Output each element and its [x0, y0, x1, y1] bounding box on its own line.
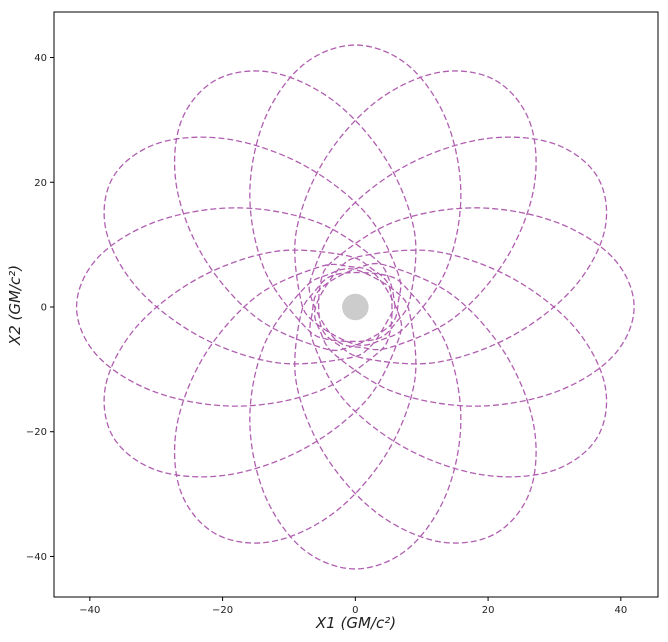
- y-tick-label: −40: [26, 552, 47, 563]
- y-tick-label: 20: [34, 178, 47, 189]
- orbit-line: [75, 44, 635, 570]
- x-tick-label: 20: [482, 605, 495, 616]
- y-tick-label: 0: [41, 302, 47, 313]
- x-tick-label: 40: [614, 605, 627, 616]
- x-tick-label: −20: [212, 605, 233, 616]
- y-tick-label: 40: [34, 53, 47, 64]
- x-tick-label: 0: [352, 605, 358, 616]
- y-tick-label: −20: [26, 427, 47, 438]
- center-disk: [342, 293, 369, 321]
- x-axis-label: X1 (GM/c²): [315, 614, 396, 632]
- y-axis-label: X2 (GM/c²): [6, 265, 24, 346]
- plot-frame: [53, 11, 659, 598]
- x-tick-label: −40: [79, 605, 100, 616]
